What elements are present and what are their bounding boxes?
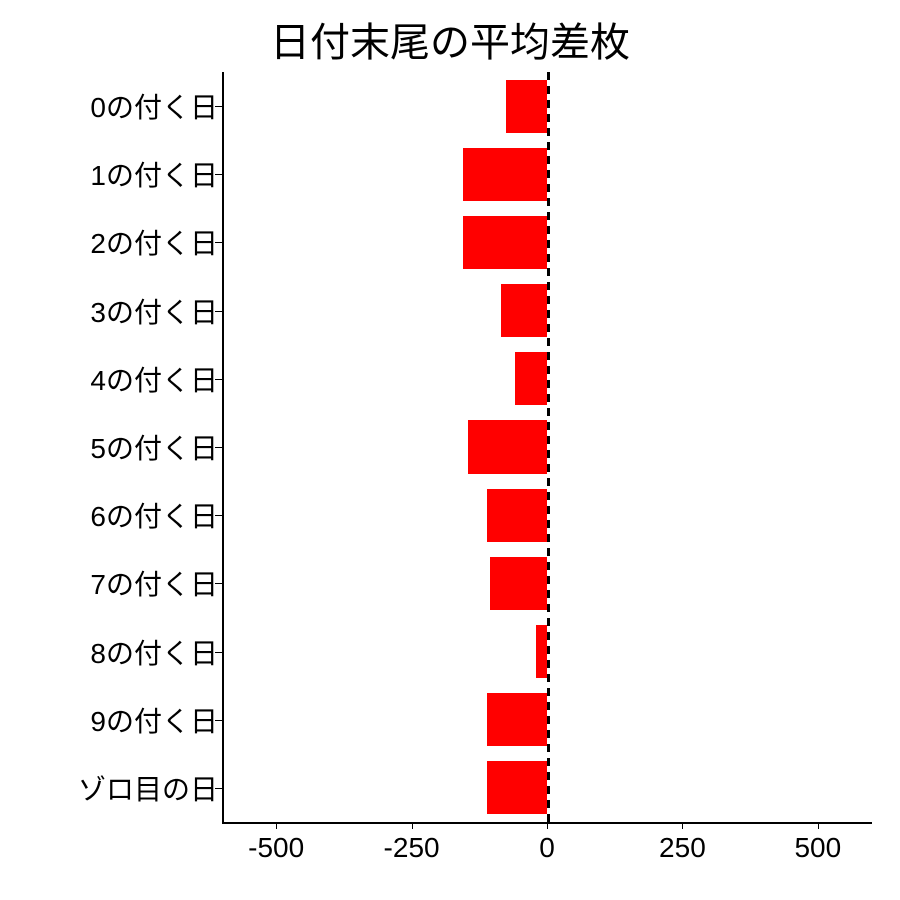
y-axis-line — [222, 72, 224, 822]
y-tick-label: 5の付く日 — [90, 427, 222, 467]
y-tick-label: 8の付く日 — [90, 632, 222, 672]
bar — [463, 148, 547, 201]
y-tick-label: ゾロ目の日 — [78, 768, 222, 808]
zero-line — [547, 72, 550, 822]
x-tick-label: 500 — [794, 822, 841, 864]
bar — [501, 284, 547, 337]
x-tick-label: -500 — [248, 822, 304, 864]
x-tick-label: 0 — [539, 822, 555, 864]
chart-title: 日付末尾の平均差枚 — [0, 10, 900, 68]
y-tick-label: 2の付く日 — [90, 222, 222, 262]
x-tick-label: -250 — [384, 822, 440, 864]
bar — [490, 557, 547, 610]
y-tick-label: 6の付く日 — [90, 495, 222, 535]
x-tick-label: 250 — [659, 822, 706, 864]
plot-area: 0の付く日1の付く日2の付く日3の付く日4の付く日5の付く日6の付く日7の付く日… — [222, 72, 872, 822]
y-tick-label: 3の付く日 — [90, 291, 222, 331]
bar — [515, 352, 548, 405]
y-tick-label: 7の付く日 — [90, 563, 222, 603]
bar — [487, 693, 547, 746]
bar — [487, 489, 547, 542]
y-tick-label: 9の付く日 — [90, 700, 222, 740]
y-tick-label: 0の付く日 — [90, 86, 222, 126]
bar — [506, 80, 547, 133]
bar — [463, 216, 547, 269]
y-tick-label: 1の付く日 — [90, 154, 222, 194]
bar — [536, 625, 547, 678]
y-tick-label: 4の付く日 — [90, 359, 222, 399]
bar — [487, 761, 547, 814]
chart-container: 日付末尾の平均差枚 0の付く日1の付く日2の付く日3の付く日4の付く日5の付く日… — [0, 0, 900, 900]
bar — [468, 420, 547, 473]
